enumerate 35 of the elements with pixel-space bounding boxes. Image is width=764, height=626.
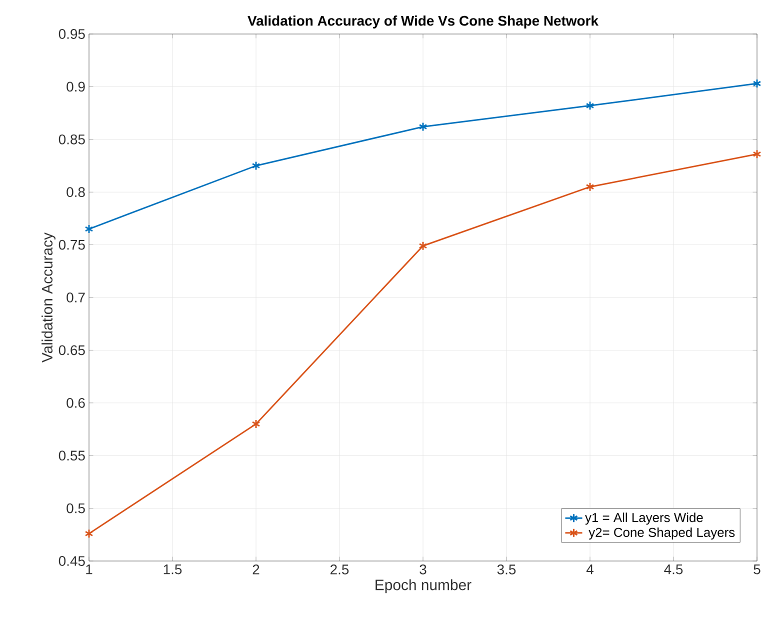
- point: [84, 224, 94, 234]
- x-tick-label: 3: [420, 564, 426, 574]
- point: [252, 161, 260, 170]
- x-tick-label: 2: [252, 564, 260, 574]
- y-tick-label: 0.5: [66, 503, 85, 514]
- point: [586, 100, 594, 110]
- y-tick-label: 0.8: [66, 187, 85, 198]
- chart-title: Validation Accuracy of Wide Vs Cone Shape Network: [248, 16, 599, 28]
- point: [418, 241, 428, 251]
- y-tick-label: 0.85: [58, 134, 85, 144]
- x-tick-label: 5: [754, 564, 760, 574]
- point: [418, 122, 428, 132]
- x-tick-label: 1: [86, 564, 92, 574]
- y-tick-label: 0.9: [66, 82, 85, 92]
- y-tick-label: 0.7: [66, 292, 85, 302]
- x-tick-label: 4.5: [664, 564, 683, 574]
- point: [252, 419, 260, 429]
- y-tick-label: 0.95: [58, 29, 85, 39]
- y-axis-title: Validation Accuracy: [42, 232, 56, 363]
- x-tick-label: 1.5: [164, 564, 182, 574]
- legend-label: y2= Cone Shaped Layers: [588, 527, 735, 540]
- y-tick-label: 0.65: [58, 345, 85, 356]
- point: [84, 528, 94, 538]
- y-tick-label: 0.45: [58, 556, 85, 566]
- x-tick-label: 3.5: [497, 564, 516, 574]
- legend-label: y1 = All Layers Wide: [585, 512, 703, 525]
- point: [752, 78, 762, 88]
- x-tick-label: 4: [586, 564, 594, 574]
- point: [752, 149, 762, 159]
- x-axis-title: Epoch number: [376, 579, 472, 594]
- x-tick-label: 2.5: [330, 564, 349, 574]
- y-tick-label: 0.75: [58, 240, 85, 250]
- point: [586, 182, 594, 192]
- y-tick-label: 0.55: [58, 450, 85, 461]
- y-tick-label: 0.6: [66, 398, 85, 408]
